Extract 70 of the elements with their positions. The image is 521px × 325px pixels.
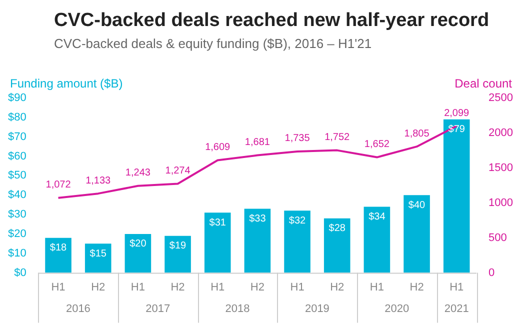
data-label: 1,652 (364, 139, 390, 150)
y-tick-label: $60 (8, 150, 26, 162)
data-label: $34 (368, 212, 386, 223)
y-tick-label: $50 (8, 170, 26, 182)
x-tick-label: H1 (290, 281, 304, 294)
x-tick-label: H1 (370, 281, 384, 294)
data-label: $40 (408, 200, 426, 211)
bar (284, 210, 310, 273)
y-tick-label: $10 (8, 247, 26, 260)
x-tick-label: H1 (450, 281, 464, 294)
data-label: 1,072 (46, 180, 72, 191)
y-tick-label: $0 (14, 266, 26, 279)
y-tick-label: $80 (8, 111, 26, 124)
bar (164, 236, 191, 273)
text: 2019 (304, 302, 330, 315)
y2-tick-label: 500 (488, 232, 507, 244)
x-tick-label: H2 (410, 281, 424, 294)
data-label: 1,805 (404, 128, 430, 140)
data-label: 2,099 (444, 108, 470, 119)
data-label: 1,752 (324, 132, 350, 144)
x-tick-label: H2 (170, 281, 185, 294)
y2-tick-label: 1000 (488, 196, 514, 209)
data-label: $19 (169, 240, 187, 252)
data-label: $28 (328, 223, 346, 234)
text: 2020 (384, 302, 410, 315)
y2-tick-label: 2000 (488, 126, 514, 139)
chart-subtitle: CVC-backed deals & equity funding ($B), 2016 – H1'21 (54, 36, 372, 51)
data-label: $20 (130, 238, 147, 250)
y-tick-label: $30 (8, 208, 26, 221)
bar (124, 234, 152, 273)
bar (364, 206, 390, 273)
data-label: $31 (209, 217, 226, 228)
bar (84, 244, 112, 273)
data-label: $15 (90, 248, 107, 260)
y-tick-label: $40 (8, 189, 26, 202)
text: 2018 (225, 302, 250, 315)
text: 2021 (444, 302, 469, 315)
y2-axis-title: Deal count (454, 76, 513, 90)
bar (244, 208, 271, 273)
text: 2017 (146, 302, 170, 315)
bar (204, 212, 231, 273)
y2-tick-label: 2500 (488, 92, 514, 104)
data-label: 1,609 (205, 142, 231, 154)
data-label: 1,243 (125, 168, 151, 179)
y2-tick-label: 0 (488, 266, 495, 279)
data-label: 1,735 (284, 133, 310, 144)
bar (324, 218, 350, 273)
data-label: $32 (288, 215, 306, 226)
data-label: $18 (50, 242, 68, 254)
data-label: $79 (448, 124, 466, 136)
data-label: 1,274 (165, 165, 191, 176)
y2-tick-label: 1500 (488, 162, 514, 174)
bar (45, 238, 72, 273)
x-tick-label: H1 (51, 281, 66, 294)
y-tick-label: $90 (8, 92, 26, 104)
bar (443, 119, 470, 273)
x-tick-label: H1 (210, 281, 225, 294)
data-label: $33 (249, 213, 266, 224)
chart-title: CVC-backed deals reached new half-year record (54, 10, 490, 32)
x-tick-label: H2 (250, 281, 264, 294)
x-tick-label: H2 (330, 281, 344, 294)
y-tick-label: $20 (8, 228, 26, 240)
y-tick-label: $70 (8, 130, 26, 143)
x-tick-label: H1 (130, 281, 145, 294)
bar (404, 195, 430, 273)
data-label: 1,133 (86, 175, 112, 186)
x-tick-label: H2 (91, 281, 106, 294)
data-label: 1,681 (244, 137, 270, 148)
y-axis-title: Funding amount ($B) (10, 76, 123, 90)
text: 2016 (66, 302, 90, 315)
